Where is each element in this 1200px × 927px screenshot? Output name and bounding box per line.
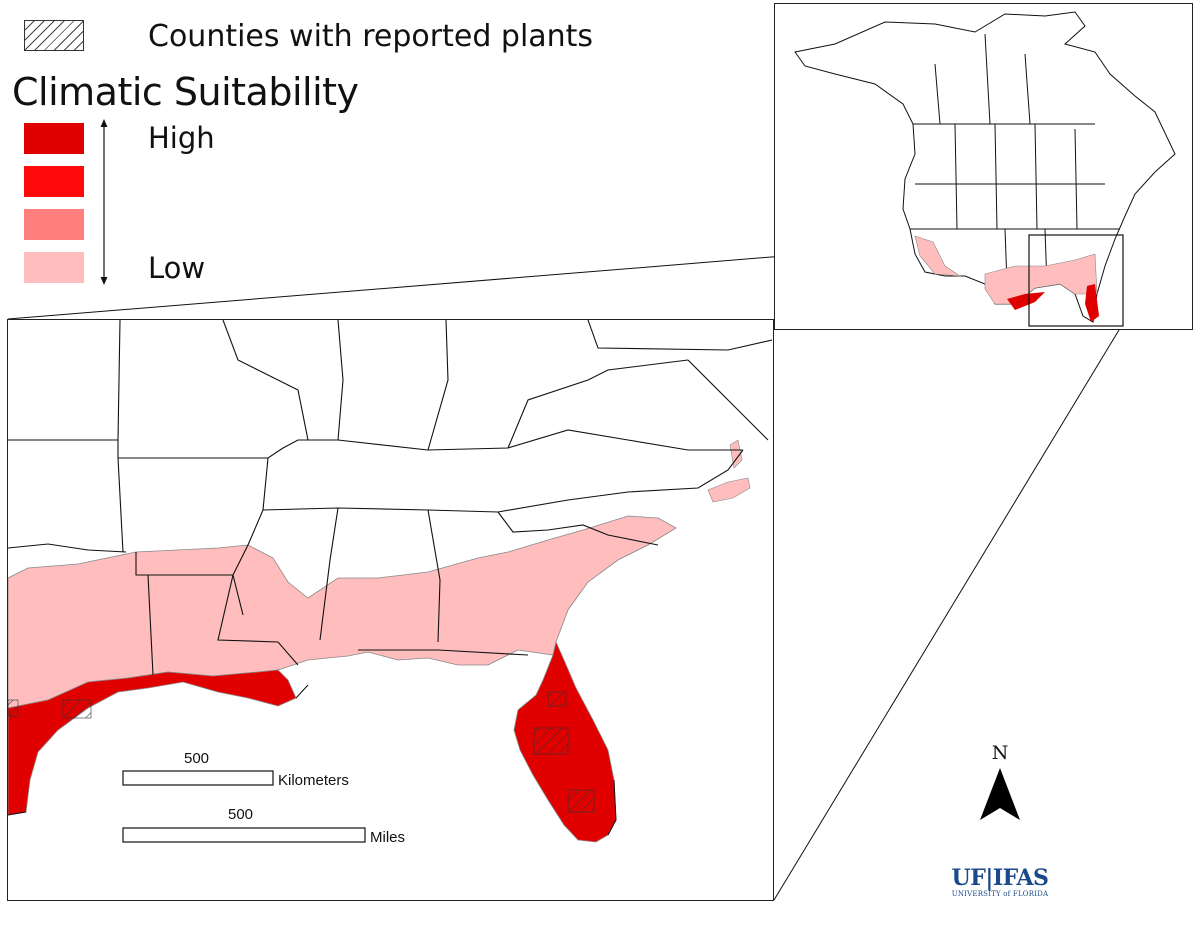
logo-main-text: UF|IFAS <box>951 865 1049 891</box>
overview-high-florida <box>1085 284 1099 322</box>
reported-county-1 <box>533 727 569 755</box>
scalebar-mi-bar <box>122 827 366 843</box>
overview-extent-box <box>1028 234 1124 327</box>
reported-county-4 <box>62 699 92 719</box>
gradient-arrow <box>100 119 108 285</box>
north-arrow: N <box>976 742 1024 838</box>
overview-low-suitability <box>984 253 1098 305</box>
north-america-outline <box>794 11 1176 323</box>
reported-county-3 <box>547 691 567 707</box>
reported-county-2 <box>567 789 595 813</box>
north-label: N <box>991 742 1009 764</box>
scalebar-mi-unit: Miles <box>370 829 405 846</box>
swatch-level-4 <box>24 252 84 283</box>
hatch-legend-label: Counties with reported plants <box>148 19 594 54</box>
ufifas-logo: UF|IFAS UNIVERSITY of FLORIDA <box>950 866 1050 899</box>
swatch-level-1 <box>24 123 84 154</box>
low-label: Low <box>148 251 206 285</box>
swatch-level-2 <box>24 166 84 197</box>
scalebar-mi-value: 500 <box>228 806 253 823</box>
southeast-us-map: 500 Kilometers 500 Miles <box>7 319 773 846</box>
overview-high-gulf <box>1007 292 1045 310</box>
overview-map <box>774 3 1193 330</box>
scalebar-km-value: 500 <box>184 750 209 767</box>
overview-low-west <box>914 235 962 277</box>
scalebar-km-unit: Kilometers <box>278 772 349 789</box>
high-label: High <box>148 121 215 155</box>
scalebar-km-bar <box>122 770 274 786</box>
low-suitability-region <box>7 515 677 709</box>
reported-county-5 <box>7 699 19 717</box>
low-suitability-nc-coast <box>707 439 751 503</box>
north-arrow-icon <box>980 768 1020 820</box>
state-borders <box>7 319 773 676</box>
hatch-swatch <box>24 20 84 51</box>
legend-title: Climatic Suitability <box>12 70 359 114</box>
logo-sub-text: UNIVERSITY of FLORIDA <box>951 890 1049 898</box>
main-map: 500 Kilometers 500 Miles <box>7 319 774 901</box>
north-america-map <box>794 11 1176 327</box>
swatch-level-3 <box>24 209 84 240</box>
